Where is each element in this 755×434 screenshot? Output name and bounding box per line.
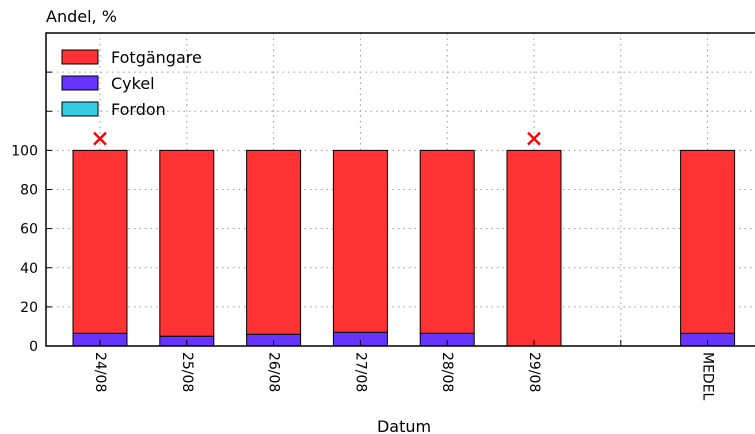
x-tick-label: 29/08 [526, 352, 542, 392]
bar-fotgängare-26-08 [246, 149, 302, 335]
markers [93, 131, 541, 146]
x-marker-stroke [93, 131, 107, 146]
bar-fotgängare-29-08 [506, 149, 562, 347]
y-tick-label: 100 [11, 143, 38, 159]
bar-fotgängare-28-08 [419, 149, 475, 334]
y-tick-label: 20 [20, 300, 38, 316]
x-tick-label: 24/08 [92, 352, 108, 392]
x-marker-stroke [527, 131, 541, 146]
x-tick-label: 27/08 [352, 352, 368, 392]
legend-label-fordon: Fordon [111, 100, 166, 119]
grid-lines [46, 33, 755, 346]
legend-label-fotgängare: Fotgängare [111, 48, 202, 67]
legend-swatch-fordon [61, 101, 99, 117]
bar-fotgängare-25-08 [159, 149, 215, 337]
legend-label-cykel: Cykel [111, 74, 155, 93]
y-axis: 0 20 40 60 80 100 [11, 71, 52, 355]
legend-swatch-fotgängare [61, 49, 99, 65]
bar-fotgängare-27-08 [332, 149, 388, 333]
x-tick-label: 25/08 [179, 352, 195, 392]
y-tick-label: 0 [29, 339, 38, 355]
x-marker [93, 131, 107, 146]
x-tick-label: MEDEL [700, 352, 716, 401]
bars [72, 149, 736, 347]
y-tick-label: 80 [20, 183, 38, 199]
y-axis-title: Andel, % [46, 7, 117, 26]
legend-swatch-cykel [61, 75, 99, 91]
x-axis: 24/08 25/08 26/08 27/08 28/08 29/08 MEDEL [92, 340, 716, 401]
x-tick-label: 28/08 [439, 352, 455, 392]
bar-fotgängare-medel [680, 149, 736, 334]
x-tick-label: 26/08 [266, 352, 282, 392]
y-tick-label: 60 [20, 222, 38, 238]
legend: Fotgängare Cykel Fordon [61, 48, 202, 119]
bar-fotgängare-24-08 [72, 149, 128, 334]
x-axis-title: Datum [377, 417, 431, 434]
x-marker [527, 131, 541, 146]
y-tick-label: 40 [20, 261, 38, 277]
